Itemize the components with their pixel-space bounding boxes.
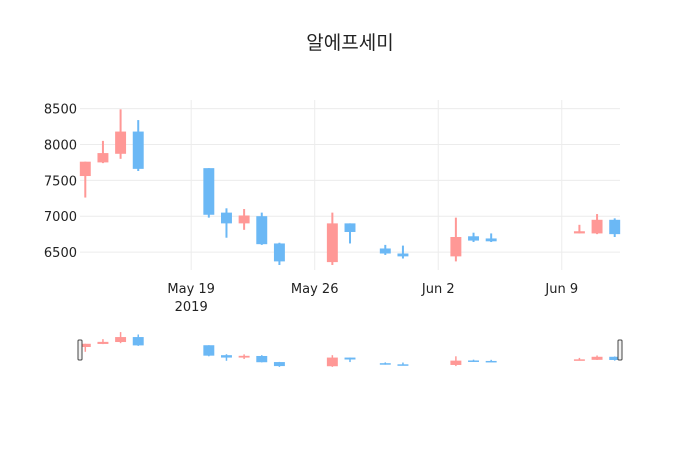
candle bbox=[79, 161, 91, 198]
mini-candle bbox=[97, 339, 109, 345]
x-tick-label: May 19 bbox=[167, 282, 215, 297]
mini-candle bbox=[344, 357, 356, 363]
mini-candle bbox=[485, 359, 497, 363]
y-tick-label: 7500 bbox=[44, 174, 77, 189]
mini-candle-body bbox=[450, 360, 462, 365]
candle-body bbox=[609, 219, 621, 235]
candle bbox=[326, 212, 338, 265]
range-slider-left-handle[interactable] bbox=[77, 339, 83, 361]
candle bbox=[468, 232, 479, 243]
mini-candle bbox=[450, 356, 462, 367]
candle-body bbox=[203, 168, 215, 215]
mini-candle-body bbox=[221, 355, 232, 358]
candle-body bbox=[344, 223, 356, 232]
mini-candle-body bbox=[609, 356, 621, 360]
candle-body bbox=[468, 236, 479, 241]
mini-candle-body bbox=[326, 357, 338, 367]
mini-candle bbox=[273, 361, 285, 367]
y-tick-label: 8000 bbox=[44, 138, 77, 153]
mini-candle-body bbox=[79, 343, 91, 347]
candle bbox=[379, 244, 391, 255]
mini-candle-body bbox=[238, 355, 250, 358]
x-tick-sublabel: 2019 bbox=[175, 300, 208, 315]
candle bbox=[344, 223, 356, 244]
candle-body bbox=[97, 153, 109, 163]
mini-candle-body bbox=[203, 345, 215, 356]
candle-body bbox=[256, 216, 268, 245]
candle bbox=[273, 242, 285, 265]
candles bbox=[79, 109, 621, 265]
candle-body bbox=[591, 219, 603, 234]
candle bbox=[132, 120, 144, 172]
x-tick-label: Jun 9 bbox=[544, 282, 578, 297]
candle-body bbox=[132, 131, 144, 169]
mini-candle bbox=[326, 355, 338, 367]
mini-candle bbox=[203, 345, 215, 357]
mini-candle-body bbox=[115, 337, 127, 343]
range-slider-preview bbox=[79, 332, 621, 367]
mini-candle bbox=[591, 355, 603, 360]
y-tick-label: 8500 bbox=[44, 103, 77, 118]
candle bbox=[256, 212, 268, 245]
mini-candle-body bbox=[256, 355, 268, 363]
mini-candle-body bbox=[468, 360, 479, 362]
candle bbox=[591, 214, 603, 235]
mini-candle bbox=[115, 332, 127, 344]
candle-body bbox=[326, 223, 338, 263]
candle-body bbox=[273, 243, 285, 262]
mini-candle bbox=[221, 354, 232, 361]
candle bbox=[485, 233, 497, 243]
candle-body bbox=[450, 237, 462, 257]
x-tick-label: Jun 2 bbox=[421, 282, 455, 297]
mini-candle bbox=[397, 362, 409, 366]
mini-candle-body bbox=[485, 360, 497, 363]
range-slider-right-handle[interactable] bbox=[617, 339, 623, 361]
mini-candle bbox=[573, 357, 585, 361]
x-tick-label: May 26 bbox=[291, 282, 339, 297]
mini-candle bbox=[79, 343, 91, 352]
candle-body bbox=[238, 215, 250, 224]
candle bbox=[573, 224, 585, 234]
x-axis-tick-labels: May 19 2019 May 26 Jun 2 Jun 9 bbox=[167, 282, 578, 315]
mini-candle-body bbox=[573, 359, 585, 361]
mini-candle-body bbox=[379, 363, 391, 365]
y-axis-tick-labels: 6500 7000 7500 8000 8500 bbox=[44, 103, 77, 261]
mini-candle bbox=[379, 362, 391, 365]
mini-candle bbox=[132, 334, 144, 346]
y-tick-label: 7000 bbox=[44, 210, 77, 225]
mini-candle-body bbox=[397, 364, 409, 366]
mini-candle bbox=[468, 359, 479, 362]
candle bbox=[397, 245, 409, 259]
candle bbox=[221, 208, 232, 238]
candle bbox=[609, 218, 621, 238]
candle-body bbox=[115, 131, 127, 154]
candle-body bbox=[573, 231, 585, 234]
mini-candle-body bbox=[132, 337, 144, 346]
range-slider[interactable] bbox=[77, 332, 623, 367]
candle bbox=[115, 109, 127, 159]
chart-title: 알에프세미 bbox=[306, 32, 393, 54]
mini-candle-body bbox=[97, 341, 109, 344]
candle-body bbox=[485, 238, 497, 242]
candle-body bbox=[79, 161, 91, 177]
mini-candle bbox=[238, 354, 250, 360]
mini-candle bbox=[609, 356, 621, 361]
mini-candle-body bbox=[273, 362, 285, 367]
mini-candle-body bbox=[591, 356, 603, 360]
gridlines bbox=[80, 100, 620, 270]
candle bbox=[203, 168, 215, 218]
mini-candle-body bbox=[344, 357, 356, 360]
candle bbox=[238, 209, 250, 230]
y-tick-label: 6500 bbox=[44, 246, 77, 261]
candle-body bbox=[379, 248, 391, 254]
candle-body bbox=[221, 212, 232, 224]
mini-candle bbox=[256, 355, 268, 363]
candle bbox=[450, 217, 462, 262]
candle bbox=[97, 140, 109, 164]
candle-body bbox=[397, 253, 409, 257]
